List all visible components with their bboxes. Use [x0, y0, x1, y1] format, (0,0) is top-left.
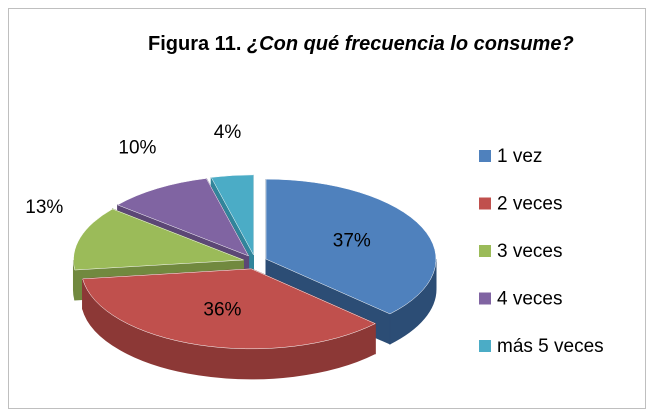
title-text: ¿Con qué frecuencia lo consume?: [247, 33, 574, 55]
legend-swatch: [479, 197, 491, 210]
legend-label: más 5 veces: [497, 336, 604, 357]
chart-title: Figura 11. ¿Con qué frecuencia lo consum…: [148, 33, 574, 55]
legend-label: 3 veces: [497, 241, 562, 262]
legend-swatch: [479, 245, 491, 257]
legend-swatch: [479, 340, 491, 352]
slice: [210, 174, 254, 255]
data-label: 13%: [25, 197, 63, 218]
title-label: Figura 11.: [148, 33, 241, 55]
legend-swatch: [479, 150, 491, 162]
slice: [265, 178, 437, 315]
data-label: 4%: [214, 122, 242, 143]
legend-label: 4 veces: [497, 289, 562, 310]
slice: [117, 178, 250, 257]
data-label: 37%: [333, 231, 371, 252]
legend-swatch: [479, 292, 491, 305]
data-label: 10%: [118, 138, 156, 159]
data-label: 36%: [203, 300, 241, 321]
slice: [82, 268, 376, 350]
slice: [73, 208, 244, 271]
legend-label: 2 veces: [497, 194, 562, 215]
legend-label: 1 vez: [497, 146, 542, 167]
